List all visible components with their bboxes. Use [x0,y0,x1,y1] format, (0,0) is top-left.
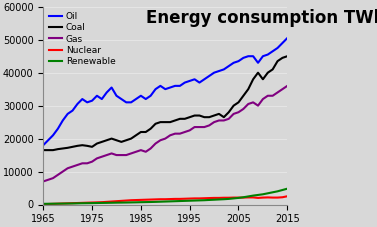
Renewable [285,187,290,190]
Nuclear [285,195,290,198]
Nuclear [95,201,99,204]
Renewable [202,199,207,202]
Oil [202,78,207,81]
Renewable [41,202,46,205]
Oil [280,42,285,44]
Oil [114,94,119,97]
Nuclear [41,203,46,205]
Gas [95,157,99,160]
Oil [119,98,124,100]
Line: Renewable: Renewable [43,189,287,204]
Renewable [280,189,285,191]
Line: Oil: Oil [43,38,287,145]
Gas [280,88,285,91]
Coal [119,141,124,143]
Oil [285,37,290,39]
Renewable [119,201,124,204]
Renewable [95,202,99,204]
Coal [280,57,285,59]
Nuclear [114,200,119,202]
Gas [285,84,290,87]
Coal [95,142,99,145]
Oil [41,144,46,147]
Coal [285,55,290,58]
Oil [95,94,99,97]
Coal [114,139,119,142]
Gas [217,119,221,122]
Nuclear [119,200,124,202]
Line: Nuclear: Nuclear [43,196,287,204]
Coal [202,116,207,118]
Legend: Oil, Coal, Gas, Nuclear, Renewable: Oil, Coal, Gas, Nuclear, Renewable [48,11,116,67]
Line: Coal: Coal [43,56,287,150]
Renewable [217,198,221,201]
Text: Energy consumption TWh/y: Energy consumption TWh/y [146,9,377,27]
Renewable [114,201,119,204]
Nuclear [217,197,221,199]
Gas [114,154,119,156]
Coal [217,113,221,115]
Line: Gas: Gas [43,86,287,181]
Oil [217,70,221,72]
Nuclear [202,197,207,200]
Gas [119,154,124,156]
Gas [41,180,46,183]
Gas [202,126,207,128]
Coal [41,149,46,151]
Nuclear [280,196,285,199]
